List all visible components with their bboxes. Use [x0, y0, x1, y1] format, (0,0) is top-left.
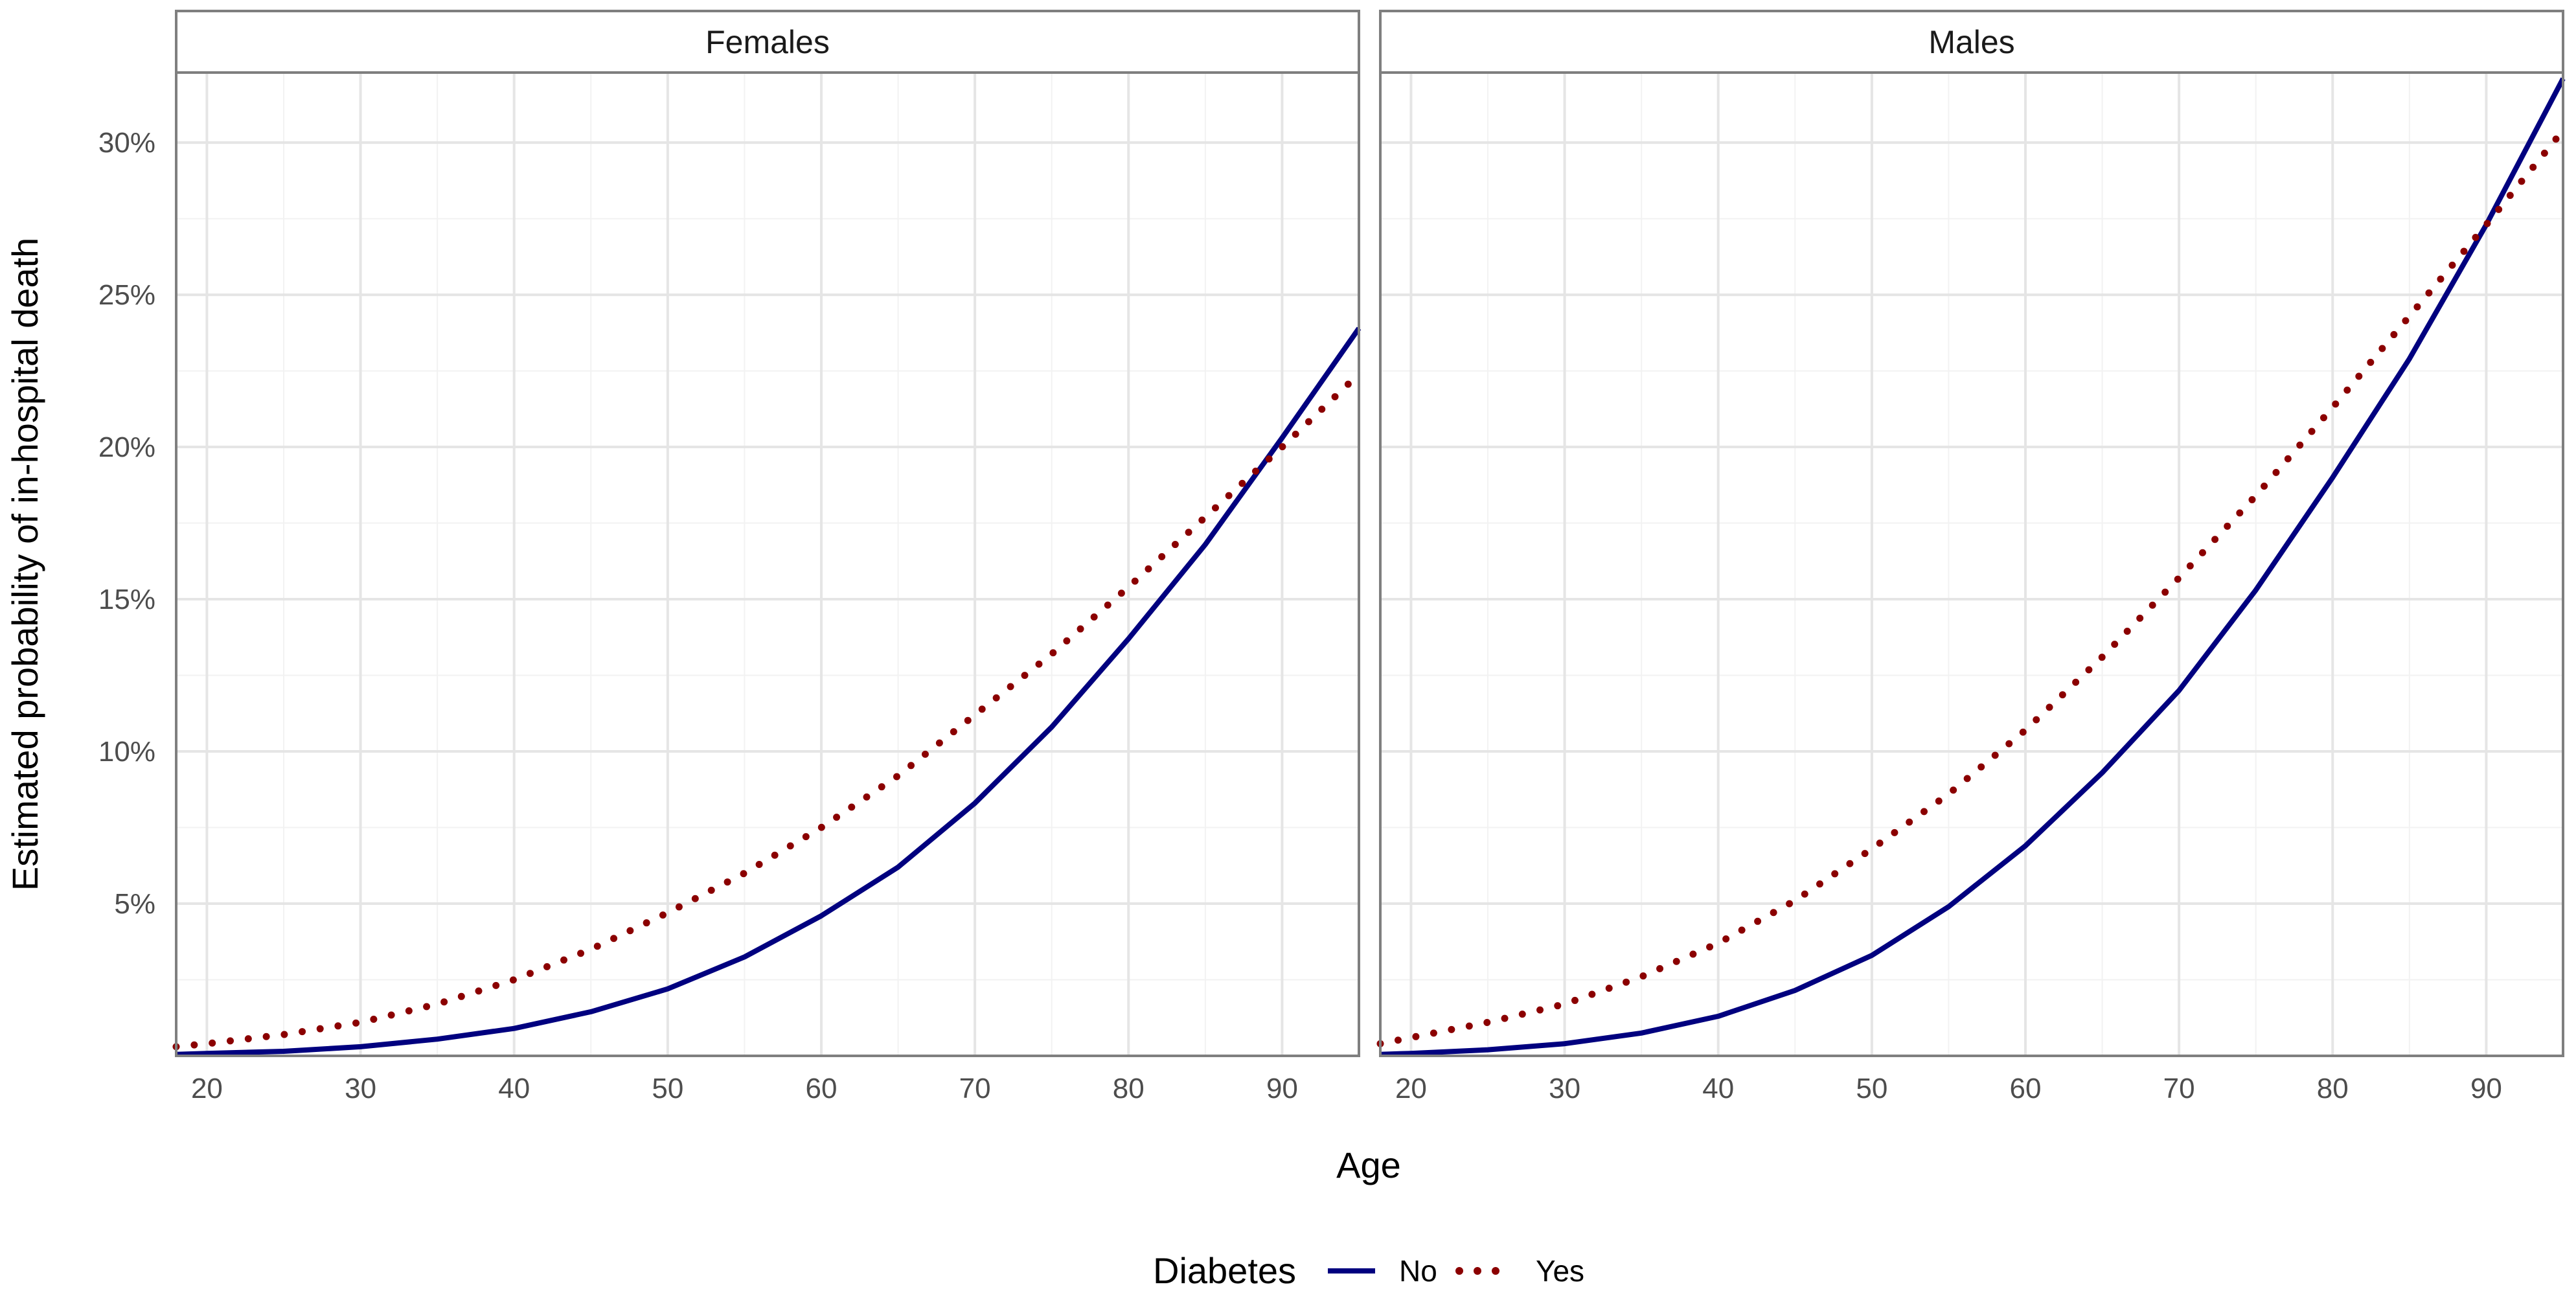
x-tick-label: 90 — [1266, 1073, 1298, 1104]
x-tick-label: 20 — [191, 1073, 223, 1104]
series-line-no — [176, 326, 1362, 1057]
x-tick-label: 30 — [1549, 1073, 1580, 1104]
x-tick-label: 50 — [652, 1073, 683, 1104]
x-tick-label: 40 — [1702, 1073, 1734, 1104]
y-tick-label: 10% — [98, 736, 155, 768]
y-tick-label: 15% — [98, 584, 155, 615]
panel-females-strip — [175, 10, 1360, 74]
panel-females: Females 20 30 40 50 60 70 80 90 — [172, 10, 1363, 1104]
y-axis-title: Estimated probability of in-hospital dea… — [5, 238, 45, 891]
x-axis-title: Age — [1336, 1145, 1401, 1185]
series-line-yes — [172, 370, 1363, 1051]
x-tick-label: 90 — [2470, 1073, 2502, 1104]
y-axis-tick-labels: 5% 10% 15% 20% 25% 30% — [98, 127, 155, 920]
panel-males-strip — [1379, 10, 2564, 74]
panel-females-lines — [172, 326, 1363, 1057]
panel-males-lines — [1376, 77, 2567, 1057]
y-tick-label: 25% — [98, 279, 155, 311]
panel-females-title: Females — [705, 24, 830, 60]
y-tick-label: 5% — [114, 888, 155, 920]
x-tick-label: 30 — [345, 1073, 376, 1104]
x-tick-label: 80 — [1113, 1073, 1145, 1104]
y-tick-label: 20% — [98, 431, 155, 463]
x-tick-label: 70 — [959, 1073, 991, 1104]
x-tick-label: 50 — [1856, 1073, 1887, 1104]
x-tick-label: 20 — [1395, 1073, 1427, 1104]
panel-females-background — [176, 73, 1359, 1056]
legend-title: Diabetes — [1153, 1250, 1296, 1291]
panel-males-grid — [1380, 73, 2563, 1056]
x-tick-label: 40 — [498, 1073, 530, 1104]
x-tick-label: 80 — [2317, 1073, 2349, 1104]
x-tick-label: 70 — [2163, 1073, 2195, 1104]
x-tick-label: 60 — [2010, 1073, 2042, 1104]
series-line-no — [1380, 77, 2566, 1057]
legend-label-yes: Yes — [1536, 1254, 1584, 1288]
panel-females-x-ticks: 20 30 40 50 60 70 80 90 — [191, 1073, 1298, 1104]
y-tick-label: 30% — [98, 127, 155, 159]
series-line-yes — [1376, 126, 2567, 1047]
panel-males-background — [1380, 73, 2563, 1056]
panel-males-title: Males — [1928, 24, 2014, 60]
panel-males: Males 20 30 40 50 60 70 80 90 — [1376, 10, 2567, 1104]
panel-females-grid — [176, 73, 1359, 1056]
legend: Diabetes No Yes — [1153, 1250, 1584, 1291]
x-tick-label: 60 — [806, 1073, 838, 1104]
panel-males-x-ticks: 20 30 40 50 60 70 80 90 — [1395, 1073, 2502, 1104]
legend-label-no: No — [1399, 1254, 1437, 1288]
